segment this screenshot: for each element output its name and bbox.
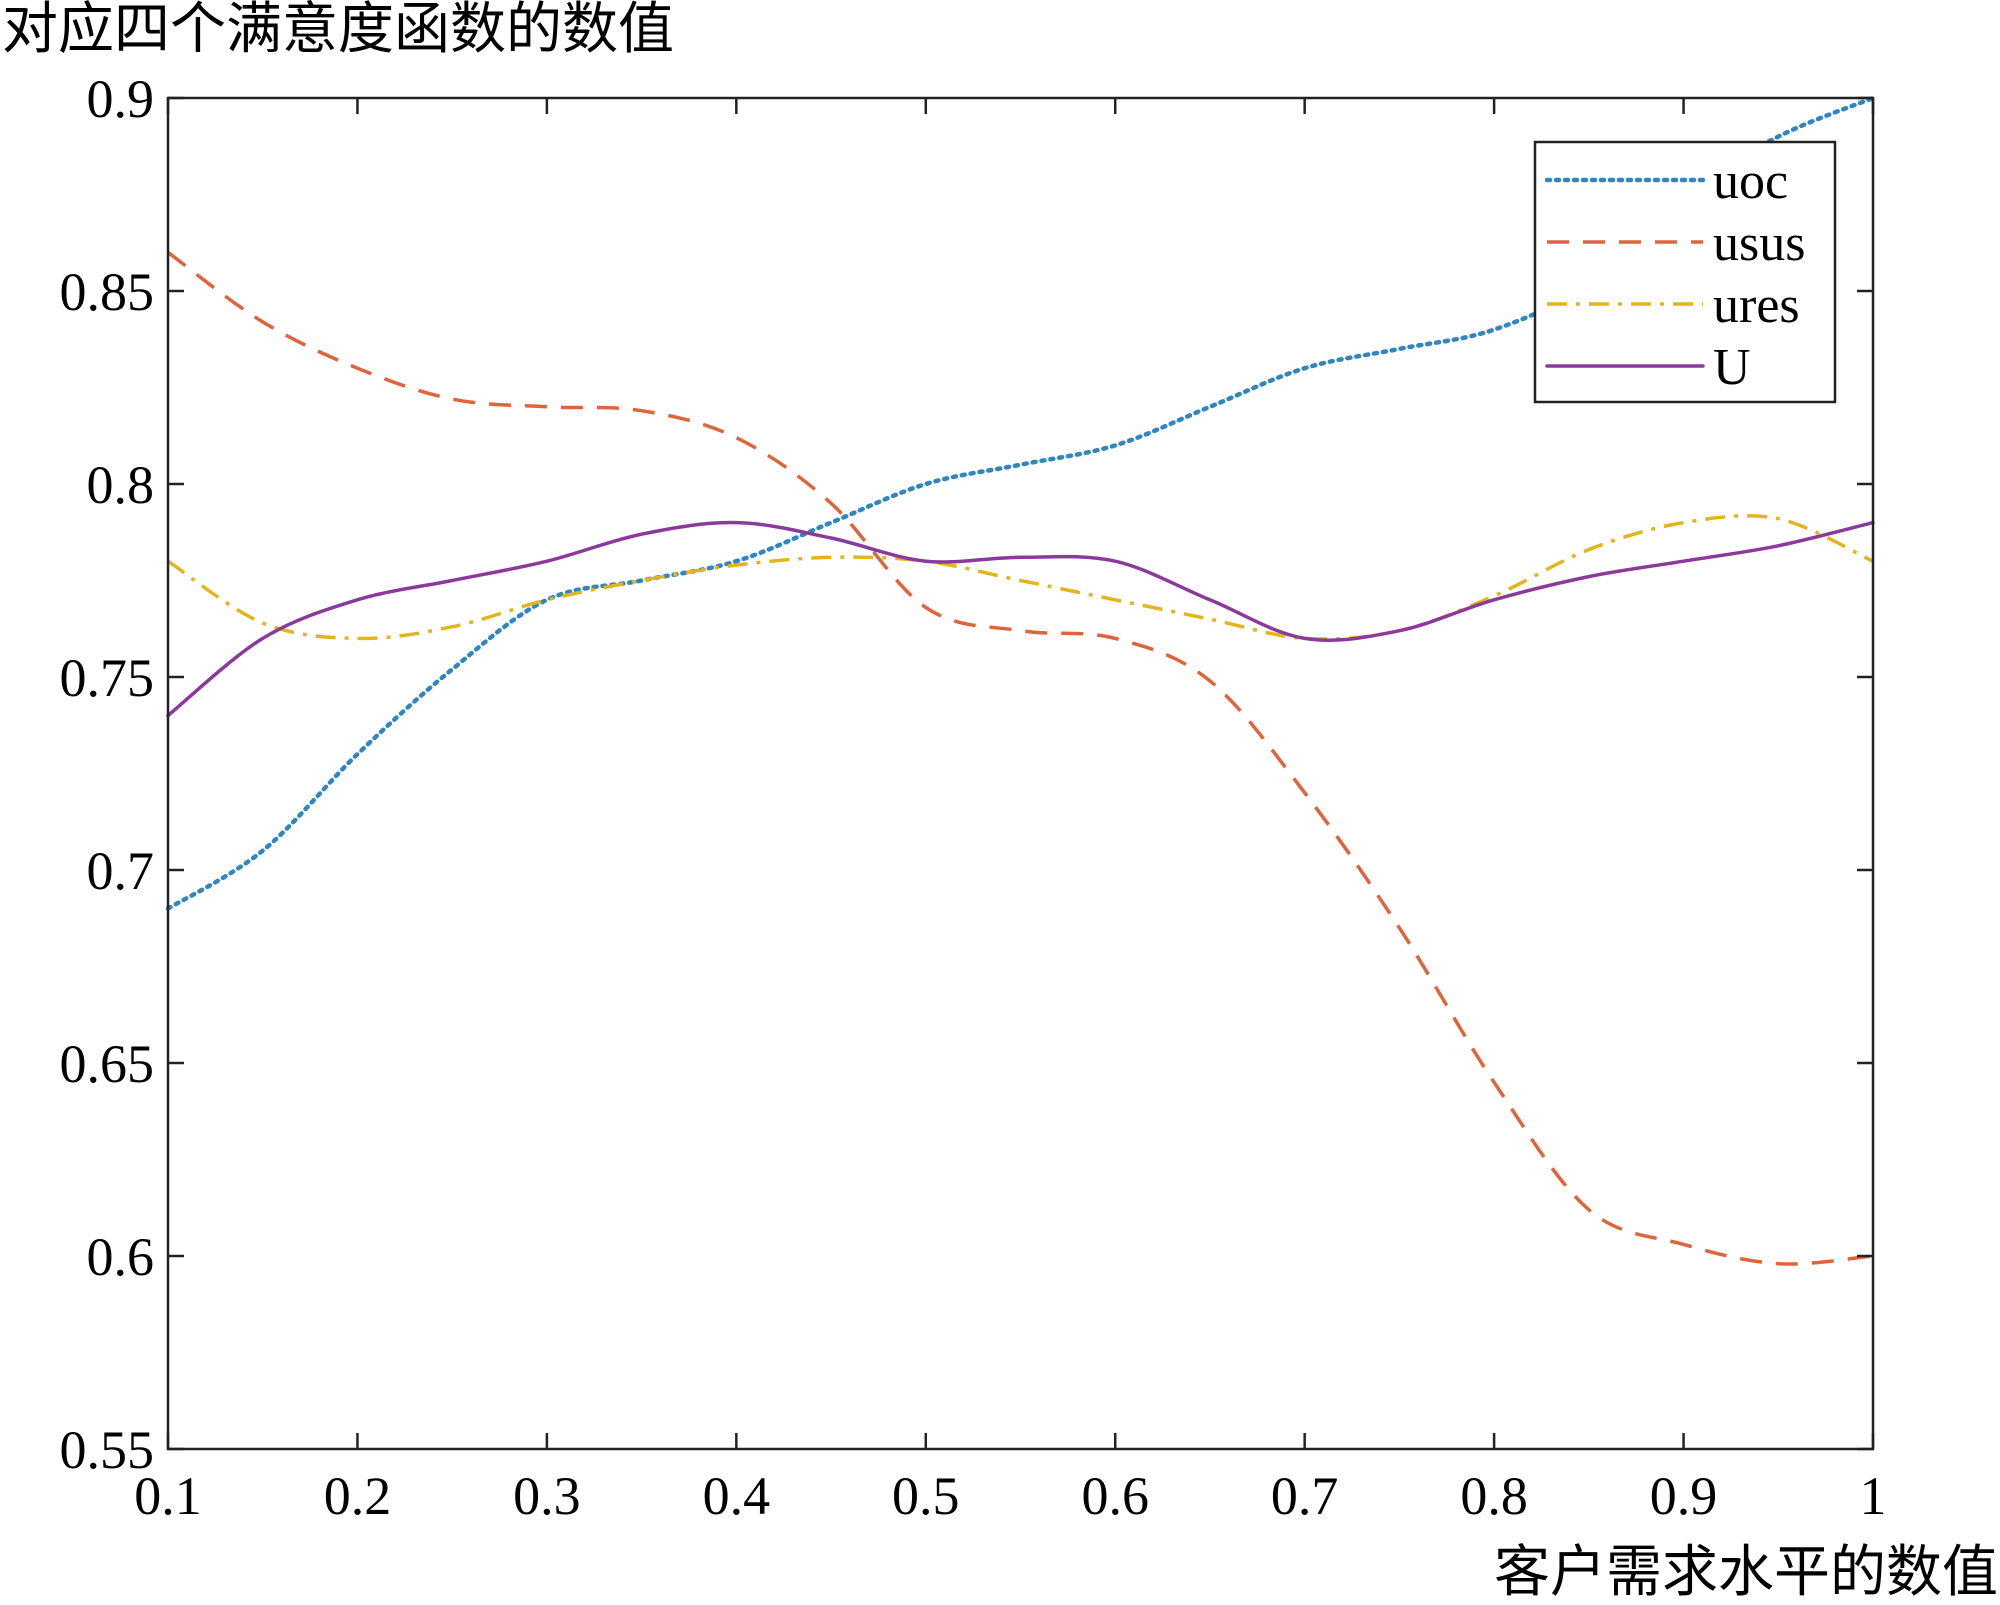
x-tick-label: 0.2 — [324, 1466, 392, 1526]
y-axis-label: 对应四个满意度函数的数值 — [2, 0, 674, 62]
y-tick-label: 0.65 — [60, 1034, 155, 1094]
legend-box — [1533, 140, 1837, 404]
y-tick-label: 0.8 — [87, 455, 155, 515]
x-axis-ticks: 0.1 0.2 0.3 0.4 0.5 0.6 0.7 0.8 0.9 1 — [134, 98, 1887, 1526]
x-tick-label: 0.7 — [1271, 1466, 1339, 1526]
x-tick-label: 1 — [1860, 1466, 1887, 1526]
y-tick-label: 0.85 — [60, 262, 155, 322]
x-tick-label: 0.9 — [1650, 1466, 1718, 1526]
x-tick-label: 0.5 — [892, 1466, 960, 1526]
y-tick-label: 0.55 — [60, 1420, 155, 1480]
y-tick-label: 0.9 — [87, 69, 155, 129]
x-tick-label: 0.1 — [134, 1466, 202, 1526]
y-tick-label: 0.7 — [87, 841, 155, 901]
series-line-usus — [166, 250, 1874, 1266]
y-tick-label: 0.6 — [87, 1227, 155, 1287]
x-tick-label: 0.6 — [1081, 1466, 1149, 1526]
y-tick-label: 0.75 — [60, 648, 155, 708]
x-axis-label: 客户需求水平的数值 — [1494, 1540, 1998, 1605]
x-tick-label: 0.8 — [1460, 1466, 1528, 1526]
y-axis-ticks: 0.55 0.6 0.65 0.7 0.75 0.8 0.85 0.9 — [60, 69, 1873, 1480]
legend-label: usus — [1713, 215, 1805, 272]
x-tick-label: 0.4 — [703, 1466, 771, 1526]
x-tick-label: 0.3 — [513, 1466, 581, 1526]
series-line-u — [166, 520, 1875, 718]
legend-label: ures — [1713, 277, 1800, 334]
legend-label: U — [1713, 339, 1751, 396]
series-line-ures — [167, 514, 1874, 641]
plot-frame — [166, 96, 1875, 1451]
legend-label: uoc — [1713, 153, 1788, 210]
